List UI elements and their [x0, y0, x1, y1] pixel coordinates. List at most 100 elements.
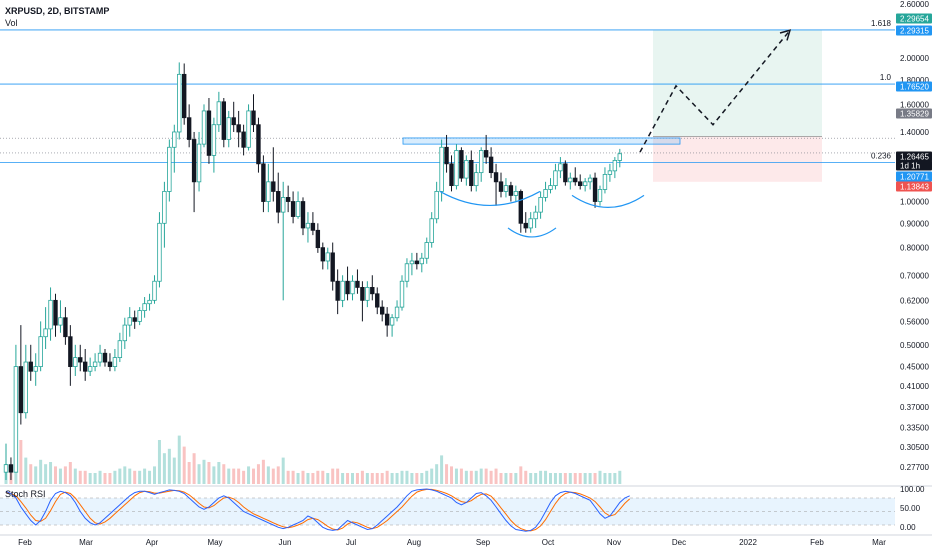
volume-bar [44, 464, 48, 484]
symbol-title[interactable]: XRPUSD, 2D, BITSTAMP [5, 6, 110, 16]
candle-body [429, 218, 434, 243]
volume-bar [153, 466, 156, 484]
stoch-k-line [5, 488, 630, 532]
volume-bar [311, 473, 315, 484]
candle-body [310, 222, 316, 231]
candle-body [558, 163, 563, 172]
candle-body [122, 324, 127, 342]
candle-body [43, 328, 48, 338]
volume-bar [603, 473, 607, 484]
volume-bar [148, 470, 152, 484]
price-tag-text: 2.29654 [900, 15, 929, 24]
volume-bar [19, 440, 23, 484]
volume-bar [583, 473, 587, 484]
candle-body [285, 197, 291, 202]
time-tick-label: Jun [279, 538, 292, 547]
volume-bar [484, 468, 488, 484]
candle-body [107, 361, 113, 367]
volume-bar [29, 464, 33, 484]
volume-bar [534, 473, 538, 484]
volume-bar [39, 459, 43, 484]
candle-body [177, 73, 182, 133]
price-tag-box [896, 25, 932, 36]
candle-body [167, 146, 172, 192]
candle-body [419, 257, 424, 265]
candle-body [578, 181, 583, 187]
resistance-box[interactable] [402, 137, 681, 145]
candle-body [172, 131, 177, 148]
candle-body [612, 160, 618, 172]
candle-body [459, 150, 464, 179]
volume-bar [202, 459, 206, 484]
volume-bar [568, 473, 572, 484]
candle-body [92, 361, 98, 367]
candle-body [300, 201, 306, 229]
volume-bar [355, 473, 359, 484]
volume-bar [276, 466, 280, 484]
candle-body [290, 201, 296, 217]
price-tick-label: 1.80000 [900, 76, 929, 85]
price-axis[interactable]: 2.600002.000001.800001.600001.400001.200… [900, 0, 929, 472]
price-tick-label: 0.80000 [900, 244, 929, 253]
price-tick-label: 0.70000 [900, 271, 929, 280]
time-tick-label: Feb [810, 538, 824, 547]
candle-body [370, 287, 375, 295]
candle-body [384, 313, 390, 326]
candle-body [355, 280, 360, 288]
candle-body [271, 181, 276, 192]
candle-body [28, 361, 33, 372]
volume-bar [489, 470, 493, 484]
volume-bar [306, 473, 310, 484]
stoch-tick-label: 0.00 [900, 523, 916, 532]
candle-body [404, 263, 410, 282]
head-arc [507, 227, 557, 238]
volume-bar [469, 470, 473, 484]
candle-body [587, 177, 593, 183]
volume-bar [88, 473, 92, 484]
candle-body [137, 310, 142, 322]
volume-label[interactable]: Vol [5, 18, 18, 28]
candle-body [152, 280, 157, 301]
candle-body [553, 170, 558, 187]
candle-body [53, 299, 58, 326]
volume-bar [296, 473, 300, 484]
candle-body [63, 317, 68, 338]
candle-body [345, 280, 350, 295]
time-tick-label: Oct [542, 538, 555, 547]
candle-body [112, 357, 118, 367]
candle-body [469, 160, 474, 187]
candle-body [434, 191, 439, 220]
candle-body [548, 185, 553, 190]
fib-level-label: 1.0 [880, 73, 892, 82]
time-axis[interactable]: Feb Mar Apr May Jun Jul Aug Sep Oct Nov Dec 2022 Feb… [0, 534, 932, 547]
candle-body [231, 117, 236, 126]
target-zone [653, 29, 822, 137]
candle-body [454, 150, 459, 187]
stop-zone [653, 136, 822, 182]
candle-body [256, 124, 261, 165]
volume-bar [68, 462, 72, 484]
volume-bar [271, 468, 275, 484]
price-tag-text: 1.20771 [900, 173, 929, 182]
volume-bar [103, 473, 107, 484]
candle-body [241, 131, 246, 148]
volume-bar [207, 462, 211, 484]
volume-bar [375, 473, 379, 484]
candle-body [518, 191, 523, 224]
candle-body [266, 181, 271, 202]
volume-bar [549, 473, 552, 484]
volume-bar [49, 462, 53, 484]
volume-bar [553, 473, 557, 484]
volume-bar [435, 464, 439, 484]
candle-body [78, 357, 83, 363]
volume-bar [380, 473, 384, 484]
volume-bar [118, 468, 122, 484]
volume-bar [558, 473, 562, 484]
time-tick-label: Jul [346, 538, 356, 547]
candle-body [181, 73, 187, 119]
stoch-rsi-label[interactable]: Stoch RSI [5, 489, 46, 499]
candle-body [127, 317, 132, 326]
resistance-zone [402, 137, 681, 145]
volume-bar [509, 473, 513, 484]
